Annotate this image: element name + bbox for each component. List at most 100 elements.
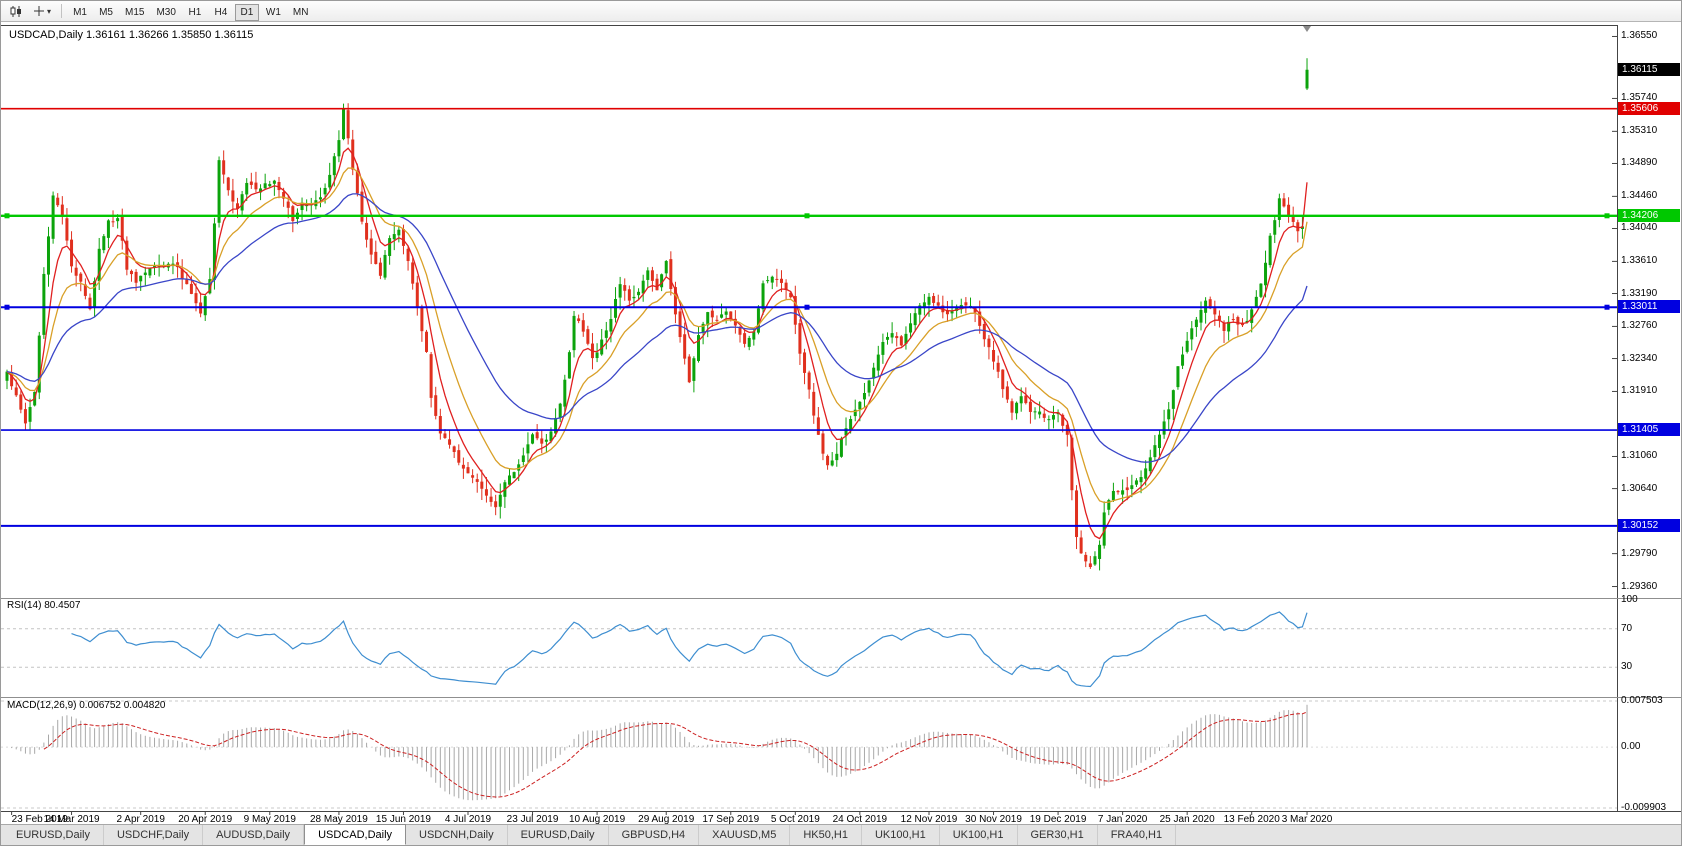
period-button-m5[interactable]: M5 xyxy=(94,4,118,21)
price-axis-label: 1.35310 xyxy=(1621,125,1658,137)
rsi-label: RSI(14) 80.4507 xyxy=(7,600,81,611)
current-price-tag: 1.36115 xyxy=(1618,62,1680,76)
tab-0-eurusd-daily[interactable]: EURUSD,Daily xyxy=(3,825,104,845)
price-axis-label: 1.32340 xyxy=(1621,352,1658,364)
date-label: 2 Apr 2019 xyxy=(116,814,165,825)
chart-title: USDCAD,Daily 1.36161 1.36266 1.35850 1.3… xyxy=(9,29,254,41)
fast-ma-line xyxy=(6,147,1308,540)
tab-7-xauusd-m5[interactable]: XAUUSD,M5 xyxy=(699,825,791,845)
macd-histogram xyxy=(11,704,1308,801)
price-axis-label: 1.36550 xyxy=(1621,30,1658,42)
date-label: 25 Jan 2020 xyxy=(1159,814,1215,825)
tab-2-audusd-daily[interactable]: AUDUSD,Daily xyxy=(203,825,305,845)
date-label: 7 Jan 2020 xyxy=(1097,814,1148,825)
line-handle[interactable] xyxy=(4,304,10,310)
period-button-m1[interactable]: M1 xyxy=(68,4,92,21)
date-label: 15 Jun 2019 xyxy=(375,814,431,825)
date-label: 19 Dec 2019 xyxy=(1029,814,1087,825)
date-label: 4 Jul 2019 xyxy=(444,814,492,825)
chart-shift-marker[interactable] xyxy=(1303,26,1311,32)
tab-11-ger30-h1[interactable]: GER30,H1 xyxy=(1018,825,1098,845)
date-label: 20 Apr 2019 xyxy=(178,814,233,825)
price-axis-label: 1.32760 xyxy=(1621,320,1658,332)
period-button-h1[interactable]: H1 xyxy=(183,4,207,21)
dropdown-arrow-icon: ▾ xyxy=(47,6,52,16)
date-label: 3 Mar 2020 xyxy=(1281,814,1333,825)
line-handle[interactable] xyxy=(4,213,10,219)
price-axis-label: 1.31060 xyxy=(1621,450,1658,462)
date-label: 10 Aug 2019 xyxy=(568,814,626,825)
macd-signal-line xyxy=(43,711,1308,798)
tab-1-usdchf-daily[interactable]: USDCHF,Daily xyxy=(104,825,204,845)
toolbar-separator xyxy=(61,4,63,18)
tab-10-uk100-h1[interactable]: UK100,H1 xyxy=(940,825,1018,845)
tab-8-hk50-h1[interactable]: HK50,H1 xyxy=(790,825,862,845)
tab-4-usdcnh-daily[interactable]: USDCNH,Daily xyxy=(406,825,508,845)
period-button-d1[interactable]: D1 xyxy=(234,3,259,21)
chart-frame xyxy=(1,25,1681,812)
tab-12-fra40-h1[interactable]: FRA40,H1 xyxy=(1098,825,1177,845)
tab-3-usdcad-daily[interactable]: USDCAD,Daily xyxy=(304,824,407,845)
rsi-axis-label: 30 xyxy=(1621,661,1633,673)
tab-6-gbpusd-h4[interactable]: GBPUSD,H4 xyxy=(609,825,700,845)
candlestick-chart-icon xyxy=(10,5,21,17)
date-label: 5 Oct 2019 xyxy=(770,814,820,825)
date-label: 24 Oct 2019 xyxy=(832,814,888,825)
axis-ticks xyxy=(11,35,1617,815)
line-handle[interactable] xyxy=(804,304,810,310)
price-axis-label: 1.30640 xyxy=(1621,482,1658,494)
tab-9-uk100-h1[interactable]: UK100,H1 xyxy=(862,825,940,845)
period-button-mn[interactable]: MN xyxy=(288,4,314,21)
period-button-w1[interactable]: W1 xyxy=(261,4,286,21)
horizontal-lines xyxy=(1,107,1617,527)
date-label: 23 Feb 2019 xyxy=(11,814,68,825)
period-button-m30[interactable]: M30 xyxy=(151,4,180,21)
price-axis-label: 1.35740 xyxy=(1621,92,1658,104)
rsi-axis-label: 100 xyxy=(1621,594,1638,605)
price-tag-1.30152: 1.30152 xyxy=(1618,518,1680,532)
price-axis-label: 1.29360 xyxy=(1621,580,1658,592)
period-button-m15[interactable]: M15 xyxy=(120,4,149,21)
macd-label: MACD(12,26,9) 0.006752 0.004820 xyxy=(7,700,166,711)
date-label: 23 Jul 2019 xyxy=(506,814,559,825)
period-button-group: M1 M5 M15 M30 H1 H4 D1 W1 MN xyxy=(67,2,314,21)
price-axis-label: 1.33190 xyxy=(1621,287,1658,299)
medium-ma-line xyxy=(6,167,1308,504)
macd-axis-label: 0.007503 xyxy=(1621,695,1663,706)
crosshair-button[interactable]: ▾ xyxy=(29,3,55,20)
line-handle[interactable] xyxy=(1604,304,1610,310)
rsi-line xyxy=(71,611,1308,688)
date-label: 30 Nov 2019 xyxy=(965,814,1022,825)
date-label: 28 May 2019 xyxy=(309,814,368,825)
date-label: 13 Feb 2020 xyxy=(1223,814,1280,825)
price-axis-label: 1.34890 xyxy=(1621,157,1658,169)
price-axis-label: 1.29790 xyxy=(1621,547,1658,559)
toolbar: ▾ M1 M5 M15 M30 H1 H4 D1 W1 MN xyxy=(1,1,1681,22)
macd-axis-label: 0.00 xyxy=(1621,741,1641,753)
line-handle[interactable] xyxy=(1604,213,1610,219)
date-label: 14 Mar 2019 xyxy=(43,814,100,825)
slow-ma-line xyxy=(6,193,1308,463)
price-axis-label: 1.33610 xyxy=(1621,255,1658,267)
chart-type-button[interactable] xyxy=(5,3,27,20)
date-label: 9 May 2019 xyxy=(243,814,296,825)
candles xyxy=(5,58,1309,571)
rsi-axis-label: 70 xyxy=(1621,622,1633,634)
line-handle[interactable] xyxy=(804,213,810,219)
price-tag-1.35606: 1.35606 xyxy=(1618,101,1680,115)
macd-axis-label: -0.009903 xyxy=(1621,802,1667,813)
price-axis-label: 1.34040 xyxy=(1621,222,1658,234)
price-tag-1.31405: 1.31405 xyxy=(1618,423,1680,437)
price-tag-1.33011: 1.33011 xyxy=(1618,300,1680,314)
price-axis-label: 1.34460 xyxy=(1621,190,1658,202)
period-button-h4[interactable]: H4 xyxy=(209,4,233,21)
crosshair-icon xyxy=(34,6,44,16)
date-label: 17 Sep 2019 xyxy=(702,814,760,825)
chart-tab-bar: EURUSD,Daily USDCHF,Daily AUDUSD,Daily USDC… xyxy=(1,824,1681,845)
tab-5-eurusd-daily[interactable]: EURUSD,Daily xyxy=(508,825,609,845)
price-tag-1.34206: 1.34206 xyxy=(1618,208,1680,222)
date-label: 29 Aug 2019 xyxy=(638,814,695,825)
price-axis-label: 1.31910 xyxy=(1621,385,1658,397)
